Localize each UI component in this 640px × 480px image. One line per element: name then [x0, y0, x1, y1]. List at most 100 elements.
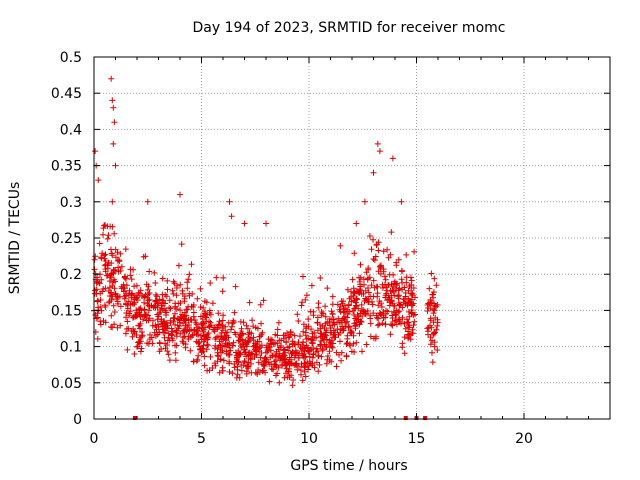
data-point — [181, 295, 188, 302]
data-point — [396, 308, 403, 315]
data-point — [382, 276, 389, 283]
data-point — [266, 378, 273, 385]
data-point — [109, 198, 116, 205]
data-point — [318, 309, 325, 315]
data-point — [429, 359, 436, 366]
data-point — [162, 300, 168, 307]
data-point — [434, 301, 441, 308]
data-point — [206, 367, 213, 374]
data-point — [100, 317, 107, 324]
data-point — [295, 339, 302, 346]
data-point — [187, 347, 194, 354]
data-point — [308, 282, 315, 289]
data-point — [315, 353, 322, 360]
data-point — [365, 285, 371, 291]
data-point — [97, 321, 104, 328]
data-point — [268, 365, 275, 372]
data-point — [369, 298, 375, 305]
data-point — [397, 319, 404, 325]
data-point — [370, 256, 377, 262]
data-point — [311, 364, 318, 371]
data-point — [321, 334, 328, 341]
data-point — [151, 302, 158, 309]
data-point — [342, 319, 349, 326]
y-tick-label: 0.45 — [51, 86, 82, 102]
data-point — [364, 308, 371, 314]
data-point — [288, 372, 294, 379]
data-point — [257, 301, 264, 308]
data-point — [388, 229, 395, 236]
data-point — [257, 354, 264, 361]
data-point — [327, 322, 333, 329]
data-point — [131, 330, 138, 336]
data-point — [368, 246, 375, 253]
data-point — [230, 319, 237, 326]
data-point — [263, 356, 270, 363]
data-point — [350, 340, 357, 347]
data-point — [283, 339, 290, 346]
data-point — [302, 329, 309, 336]
data-point — [375, 268, 382, 275]
data-point — [122, 330, 129, 337]
data-point — [337, 330, 343, 336]
data-point — [108, 274, 115, 281]
data-point — [98, 255, 105, 262]
data-point — [350, 332, 357, 339]
data-point — [91, 256, 98, 263]
data-point — [177, 330, 184, 337]
data-point — [393, 259, 400, 266]
data-point — [172, 357, 179, 364]
data-point — [381, 273, 388, 280]
data-point — [398, 267, 405, 274]
data-point — [405, 328, 411, 335]
data-point — [405, 295, 412, 302]
data-point — [324, 285, 331, 292]
x-tick-label: 0 — [90, 431, 99, 447]
data-point — [300, 321, 307, 328]
data-point — [330, 331, 337, 338]
data-point — [167, 319, 174, 326]
data-point — [191, 327, 198, 334]
data-point — [371, 257, 378, 264]
data-point — [152, 333, 159, 339]
data-point — [122, 275, 129, 282]
data-point — [149, 322, 156, 329]
data-point — [117, 303, 124, 310]
data-point — [195, 352, 202, 359]
data-point — [156, 296, 163, 303]
data-point — [286, 368, 292, 375]
data-point — [148, 334, 155, 341]
data-point — [399, 304, 406, 311]
data-point — [123, 300, 130, 307]
data-point — [380, 248, 387, 255]
data-point — [267, 340, 273, 347]
data-point — [116, 258, 123, 265]
data-point — [411, 318, 418, 325]
data-point — [190, 313, 197, 320]
data-point — [164, 342, 171, 348]
data-point — [214, 358, 221, 365]
data-point — [163, 293, 170, 300]
data-point — [100, 225, 107, 232]
data-point — [302, 361, 309, 367]
data-point — [98, 276, 105, 283]
data-point — [96, 280, 103, 287]
data-point — [333, 363, 340, 370]
data-point — [309, 340, 316, 347]
data-point — [159, 297, 166, 304]
data-point — [135, 339, 142, 346]
data-point — [195, 340, 202, 347]
data-point — [138, 345, 145, 352]
data-point — [300, 273, 306, 280]
data-point — [217, 333, 224, 340]
data-point — [172, 349, 179, 356]
data-point — [205, 334, 212, 341]
x-tick-label: 10 — [300, 431, 318, 447]
data-point — [350, 292, 357, 299]
data-point — [180, 327, 187, 334]
data-point — [278, 342, 285, 349]
data-point — [230, 317, 237, 324]
data-point — [220, 357, 227, 364]
data-point — [433, 282, 440, 289]
data-point — [109, 223, 116, 230]
